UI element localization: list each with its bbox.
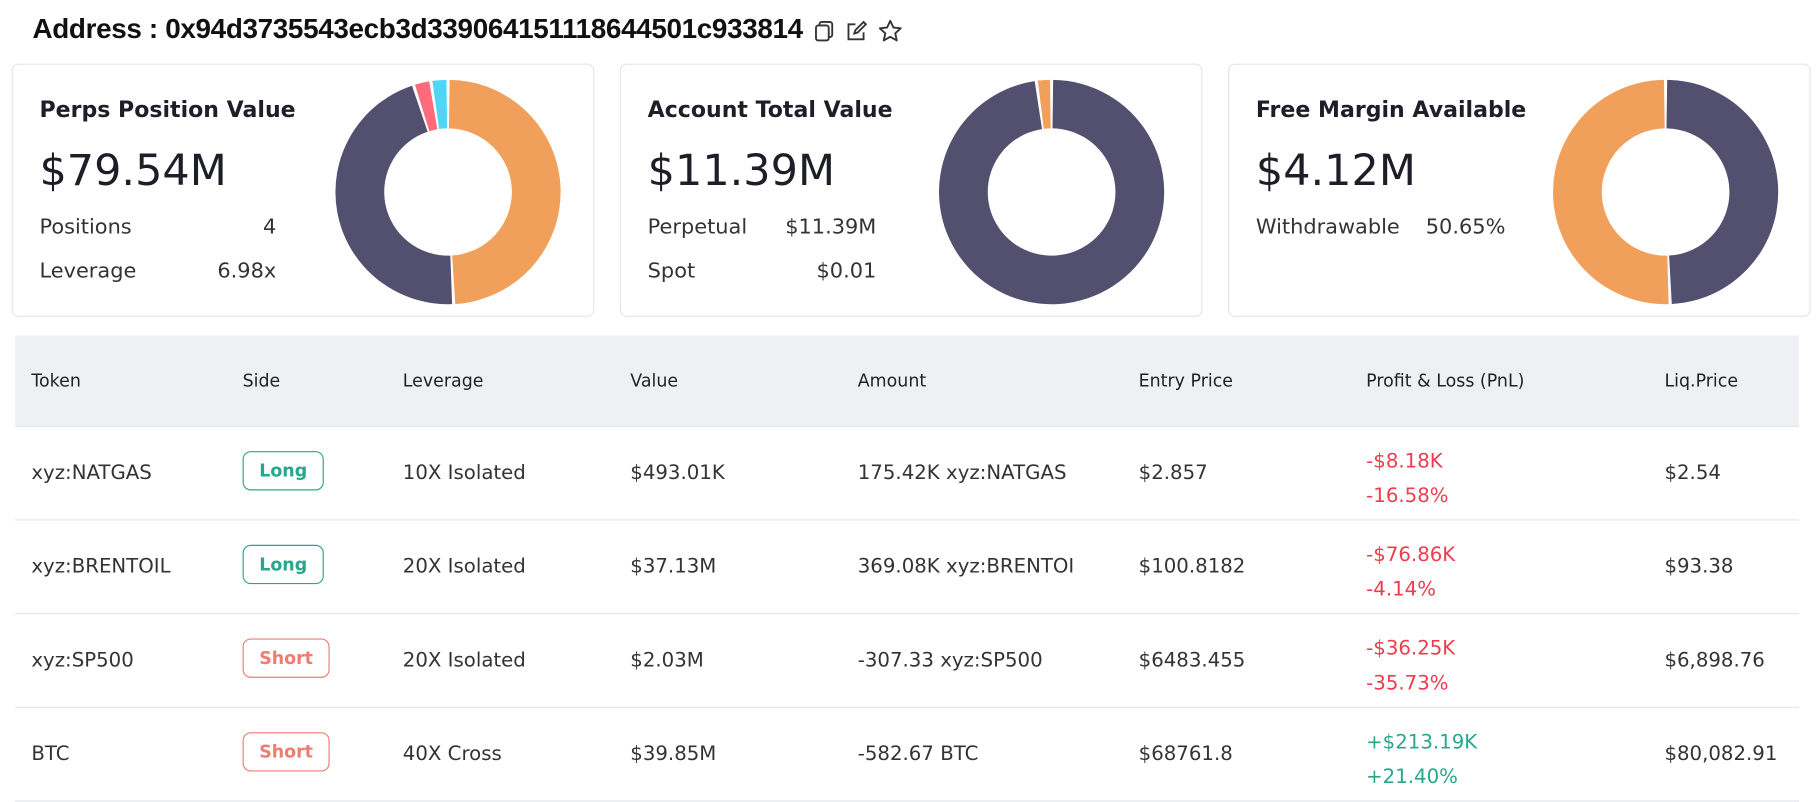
donut-slice-xyz-natgas[interactable] [432, 79, 448, 130]
leverage-cell: 20X Isolated [402, 648, 526, 673]
stat-label: Withdrawable [1255, 215, 1400, 240]
liq-price-cell: $93.38 [1664, 555, 1734, 579]
card-title: Account Total Value [647, 97, 893, 123]
edit-icon[interactable] [845, 19, 868, 42]
entry-price-cell: $6483.455 [1138, 648, 1246, 673]
pnl-percent: -4.14% [1366, 578, 1436, 602]
stat-value: $0.01 [816, 259, 877, 284]
leverage-cell: 40X Cross [402, 742, 502, 766]
card-stat-row: Withdrawable 50.65% [1256, 215, 1506, 239]
stat-label: Positions [39, 215, 132, 240]
column-header-token: Token [31, 370, 81, 391]
token-cell[interactable]: xyz:BRENTOIL [31, 555, 171, 579]
value-cell: $493.01K [630, 461, 725, 485]
entry-price-cell: $68761.8 [1138, 742, 1233, 766]
token-cell[interactable]: xyz:SP500 [31, 648, 134, 673]
side-badge: Long [242, 544, 324, 585]
table-row[interactable]: BTC Short 40X Cross $39.85M -582.67 BTC … [15, 708, 1800, 802]
amount-cell: -307.33 xyz:SP500 [857, 648, 1043, 673]
donut-slice-spot[interactable] [1037, 79, 1051, 129]
leverage-cell: 20X Isolated [402, 555, 526, 579]
liq-price-cell: $2.54 [1664, 461, 1721, 485]
table-row[interactable]: xyz:BRENTOIL Long 20X Isolated $37.13M 3… [15, 521, 1800, 615]
token-cell[interactable]: BTC [31, 742, 70, 766]
column-header-amount: Amount [857, 370, 927, 391]
donut-slice-xyz-sp500[interactable] [415, 81, 438, 132]
pnl-value: +$213.19K [1366, 731, 1478, 755]
column-header-value: Value [630, 370, 679, 391]
stat-value: $11.39M [785, 215, 877, 240]
donut-slice-used[interactable] [1666, 79, 1779, 305]
donut-slice-perpetual[interactable] [939, 79, 1165, 305]
address-text: Address : 0x94d3735543ecb3d3390641511186… [32, 13, 803, 46]
pnl-cell: -$8.18K -16.58% [1366, 444, 1448, 513]
card-stat-row: Spot $0.01 [648, 259, 877, 283]
column-header-liq-price: Liq.Price [1664, 370, 1739, 391]
amount-cell: 175.42K xyz:NATGAS [857, 461, 1067, 485]
side-badge: Long [242, 451, 324, 491]
stat-value: 4 [262, 215, 277, 240]
address-header: Address : 0x94d3735543ecb3d3390641511186… [32, 13, 902, 46]
star-icon[interactable] [877, 19, 902, 42]
card-stat-row: Positions 4 [39, 215, 276, 239]
table-row[interactable]: xyz:SP500 Short 20X Isolated $2.03M -307… [15, 614, 1800, 708]
table-header: Token Side Leverage Value Amount Entry Price P… [15, 335, 1800, 427]
donut-chart [939, 79, 1165, 305]
column-header-entry-price: Entry Price [1138, 370, 1233, 391]
entry-price-cell: $2.857 [1138, 461, 1208, 485]
card-value: $79.54M [39, 145, 227, 196]
liq-price-cell: $80,082.91 [1664, 742, 1778, 766]
donut-chart [1553, 79, 1779, 305]
copy-icon[interactable] [812, 19, 835, 42]
card-stat-row: Perpetual $11.39M [648, 215, 877, 239]
pnl-percent: -35.73% [1366, 672, 1449, 696]
value-cell: $37.13M [630, 555, 717, 579]
stat-value: 50.65% [1425, 215, 1506, 240]
liq-price-cell: $6,898.76 [1664, 648, 1765, 673]
pnl-cell: -$76.86K -4.14% [1366, 538, 1455, 607]
column-header-leverage: Leverage [402, 370, 484, 391]
pnl-percent: +21.40% [1366, 765, 1458, 789]
card-free-margin-available: Free Margin Available $4.12M Withdrawabl… [1228, 63, 1811, 317]
card-perps-position-value: Perps Position Value $79.54M Positions 4… [11, 63, 595, 317]
donut-slice-btc[interactable] [448, 79, 561, 304]
pnl-percent: -16.58% [1366, 484, 1449, 508]
amount-cell: -582.67 BTC [857, 742, 979, 766]
stat-label: Perpetual [647, 215, 748, 240]
value-cell: $39.85M [630, 742, 717, 766]
entry-price-cell: $100.8182 [1138, 555, 1246, 579]
stat-label: Spot [647, 259, 696, 284]
donut-slice-xyz-brentoil[interactable] [335, 85, 453, 305]
value-cell: $2.03M [630, 648, 704, 673]
side-badge: Short [242, 638, 330, 678]
pnl-cell: +$213.19K +21.40% [1366, 725, 1477, 794]
donut-chart [335, 79, 561, 305]
amount-cell: 369.08K xyz:BRENTOI [857, 555, 1075, 579]
stat-value: 6.98x [217, 259, 277, 284]
side-badge: Short [242, 732, 330, 772]
card-title: Perps Position Value [39, 97, 296, 123]
column-header-side: Side [242, 370, 281, 391]
pnl-cell: -$36.25K -35.73% [1366, 632, 1455, 701]
leverage-cell: 10X Isolated [402, 461, 526, 485]
pnl-value: -$76.86K [1366, 543, 1456, 567]
pnl-value: -$8.18K [1366, 449, 1443, 474]
token-cell[interactable]: xyz:NATGAS [31, 461, 152, 485]
table-row[interactable]: xyz:NATGAS Long 10X Isolated $493.01K 17… [15, 427, 1800, 521]
card-account-total-value: Account Total Value $11.39M Perpetual $1… [619, 63, 1203, 317]
card-stat-row: Leverage 6.98x [39, 259, 276, 283]
pnl-value: -$36.25K [1366, 637, 1456, 661]
donut-slice-withdrawable[interactable] [1553, 79, 1669, 305]
stat-label: Leverage [39, 259, 137, 284]
column-header-profit-loss-pnl-: Profit & Loss (PnL) [1366, 370, 1525, 391]
card-value: $11.39M [647, 145, 835, 196]
card-value: $4.12M [1255, 145, 1416, 196]
card-title: Free Margin Available [1255, 97, 1527, 123]
